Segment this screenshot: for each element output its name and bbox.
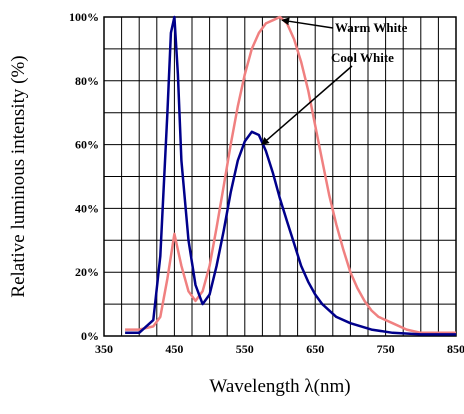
y-axis-label: Relative luminous intensity (%) <box>8 55 29 297</box>
y-tick-label: 60% <box>75 138 99 152</box>
x-tick-label: 750 <box>377 342 395 356</box>
annotations: Warm White Cool White <box>260 17 408 146</box>
annotation-arrow-cool-white <box>260 65 353 146</box>
y-tick-label: 0% <box>81 329 99 343</box>
axis-ticks: 350 450 550 650 750 850 0% 20% 40% 60% 80% 100% <box>69 10 464 356</box>
x-tick-label: 350 <box>95 342 113 356</box>
x-tick-label: 450 <box>165 342 183 356</box>
y-tick-label: 40% <box>75 201 99 215</box>
y-tick-label: 20% <box>75 265 99 279</box>
annotation-label-cool-white: Cool White <box>331 50 394 65</box>
x-tick-label: 550 <box>236 342 254 356</box>
series-line-cool-white <box>125 15 456 336</box>
x-tick-label: 650 <box>306 342 324 356</box>
annotation-label-warm-white: Warm White <box>335 20 408 35</box>
y-tick-label: 100% <box>69 10 99 24</box>
grid <box>104 17 456 336</box>
y-tick-label: 80% <box>75 74 99 88</box>
x-axis-label: Wavelength λ(nm) <box>209 376 350 397</box>
annotation-arrow-warm-white <box>281 17 334 29</box>
series-line-warm-white <box>125 15 456 335</box>
x-tick-label: 850 <box>447 342 464 356</box>
series-lines <box>125 15 456 336</box>
